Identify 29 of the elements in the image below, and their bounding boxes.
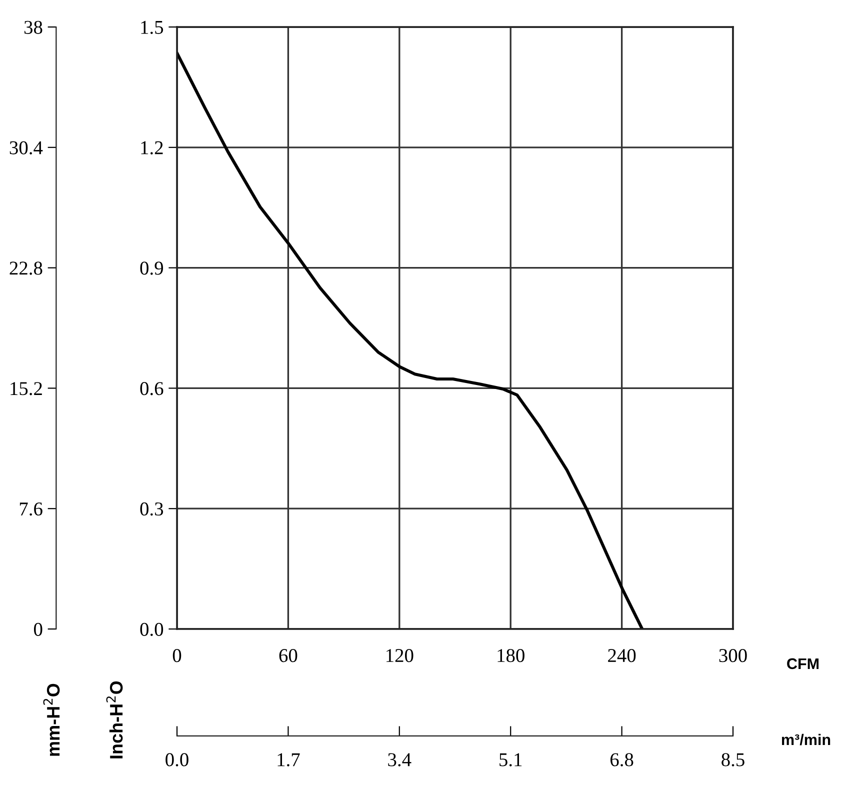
x-tick-label: 240 <box>608 649 636 662</box>
y-tick-label: 1.5 <box>141 20 164 34</box>
x2-tick-label: 8.5 <box>722 753 744 766</box>
x2-tick-label: 3.4 <box>388 753 412 766</box>
y2-tick-label: 30.4 <box>10 141 43 154</box>
x-tick-label: 300 <box>719 649 747 662</box>
y2-axis-title: mm-H$^{2}$O <box>43 684 60 756</box>
x2-axis-title: m³/min <box>782 734 830 746</box>
x-axis-title: CFM <box>787 658 819 670</box>
x2-tick-label: 1.7 <box>278 753 300 766</box>
y-tick-label: 0.0 <box>140 622 164 636</box>
line-series <box>177 52 644 629</box>
y-tick-label: 0.9 <box>140 262 164 275</box>
x2-tick-label: 0.0 <box>166 753 188 766</box>
x-tick-label: 60 <box>279 649 298 662</box>
y2-tick-label: 22.8 <box>10 262 42 275</box>
x-tick-label: 120 <box>386 649 414 662</box>
y-tick-label: 0.3 <box>140 502 164 516</box>
y2-tick-label: 15.2 <box>10 382 42 396</box>
x2-tick-label: 5.1 <box>500 753 522 766</box>
y-tick-label: 1.2 <box>141 141 163 154</box>
y2-tick-label: 38 <box>24 20 42 34</box>
y-axis-title: Inch-H$^{2}$O <box>106 681 123 758</box>
x2-tick-label: 6.8 <box>610 753 634 766</box>
y2-tick-label: 0 <box>34 622 42 636</box>
x-tick-label: 0 <box>172 649 182 662</box>
y-tick-label: 0.6 <box>140 382 164 396</box>
x-tick-label: 180 <box>498 649 524 662</box>
y2-tick-label: 7.6 <box>20 502 42 516</box>
